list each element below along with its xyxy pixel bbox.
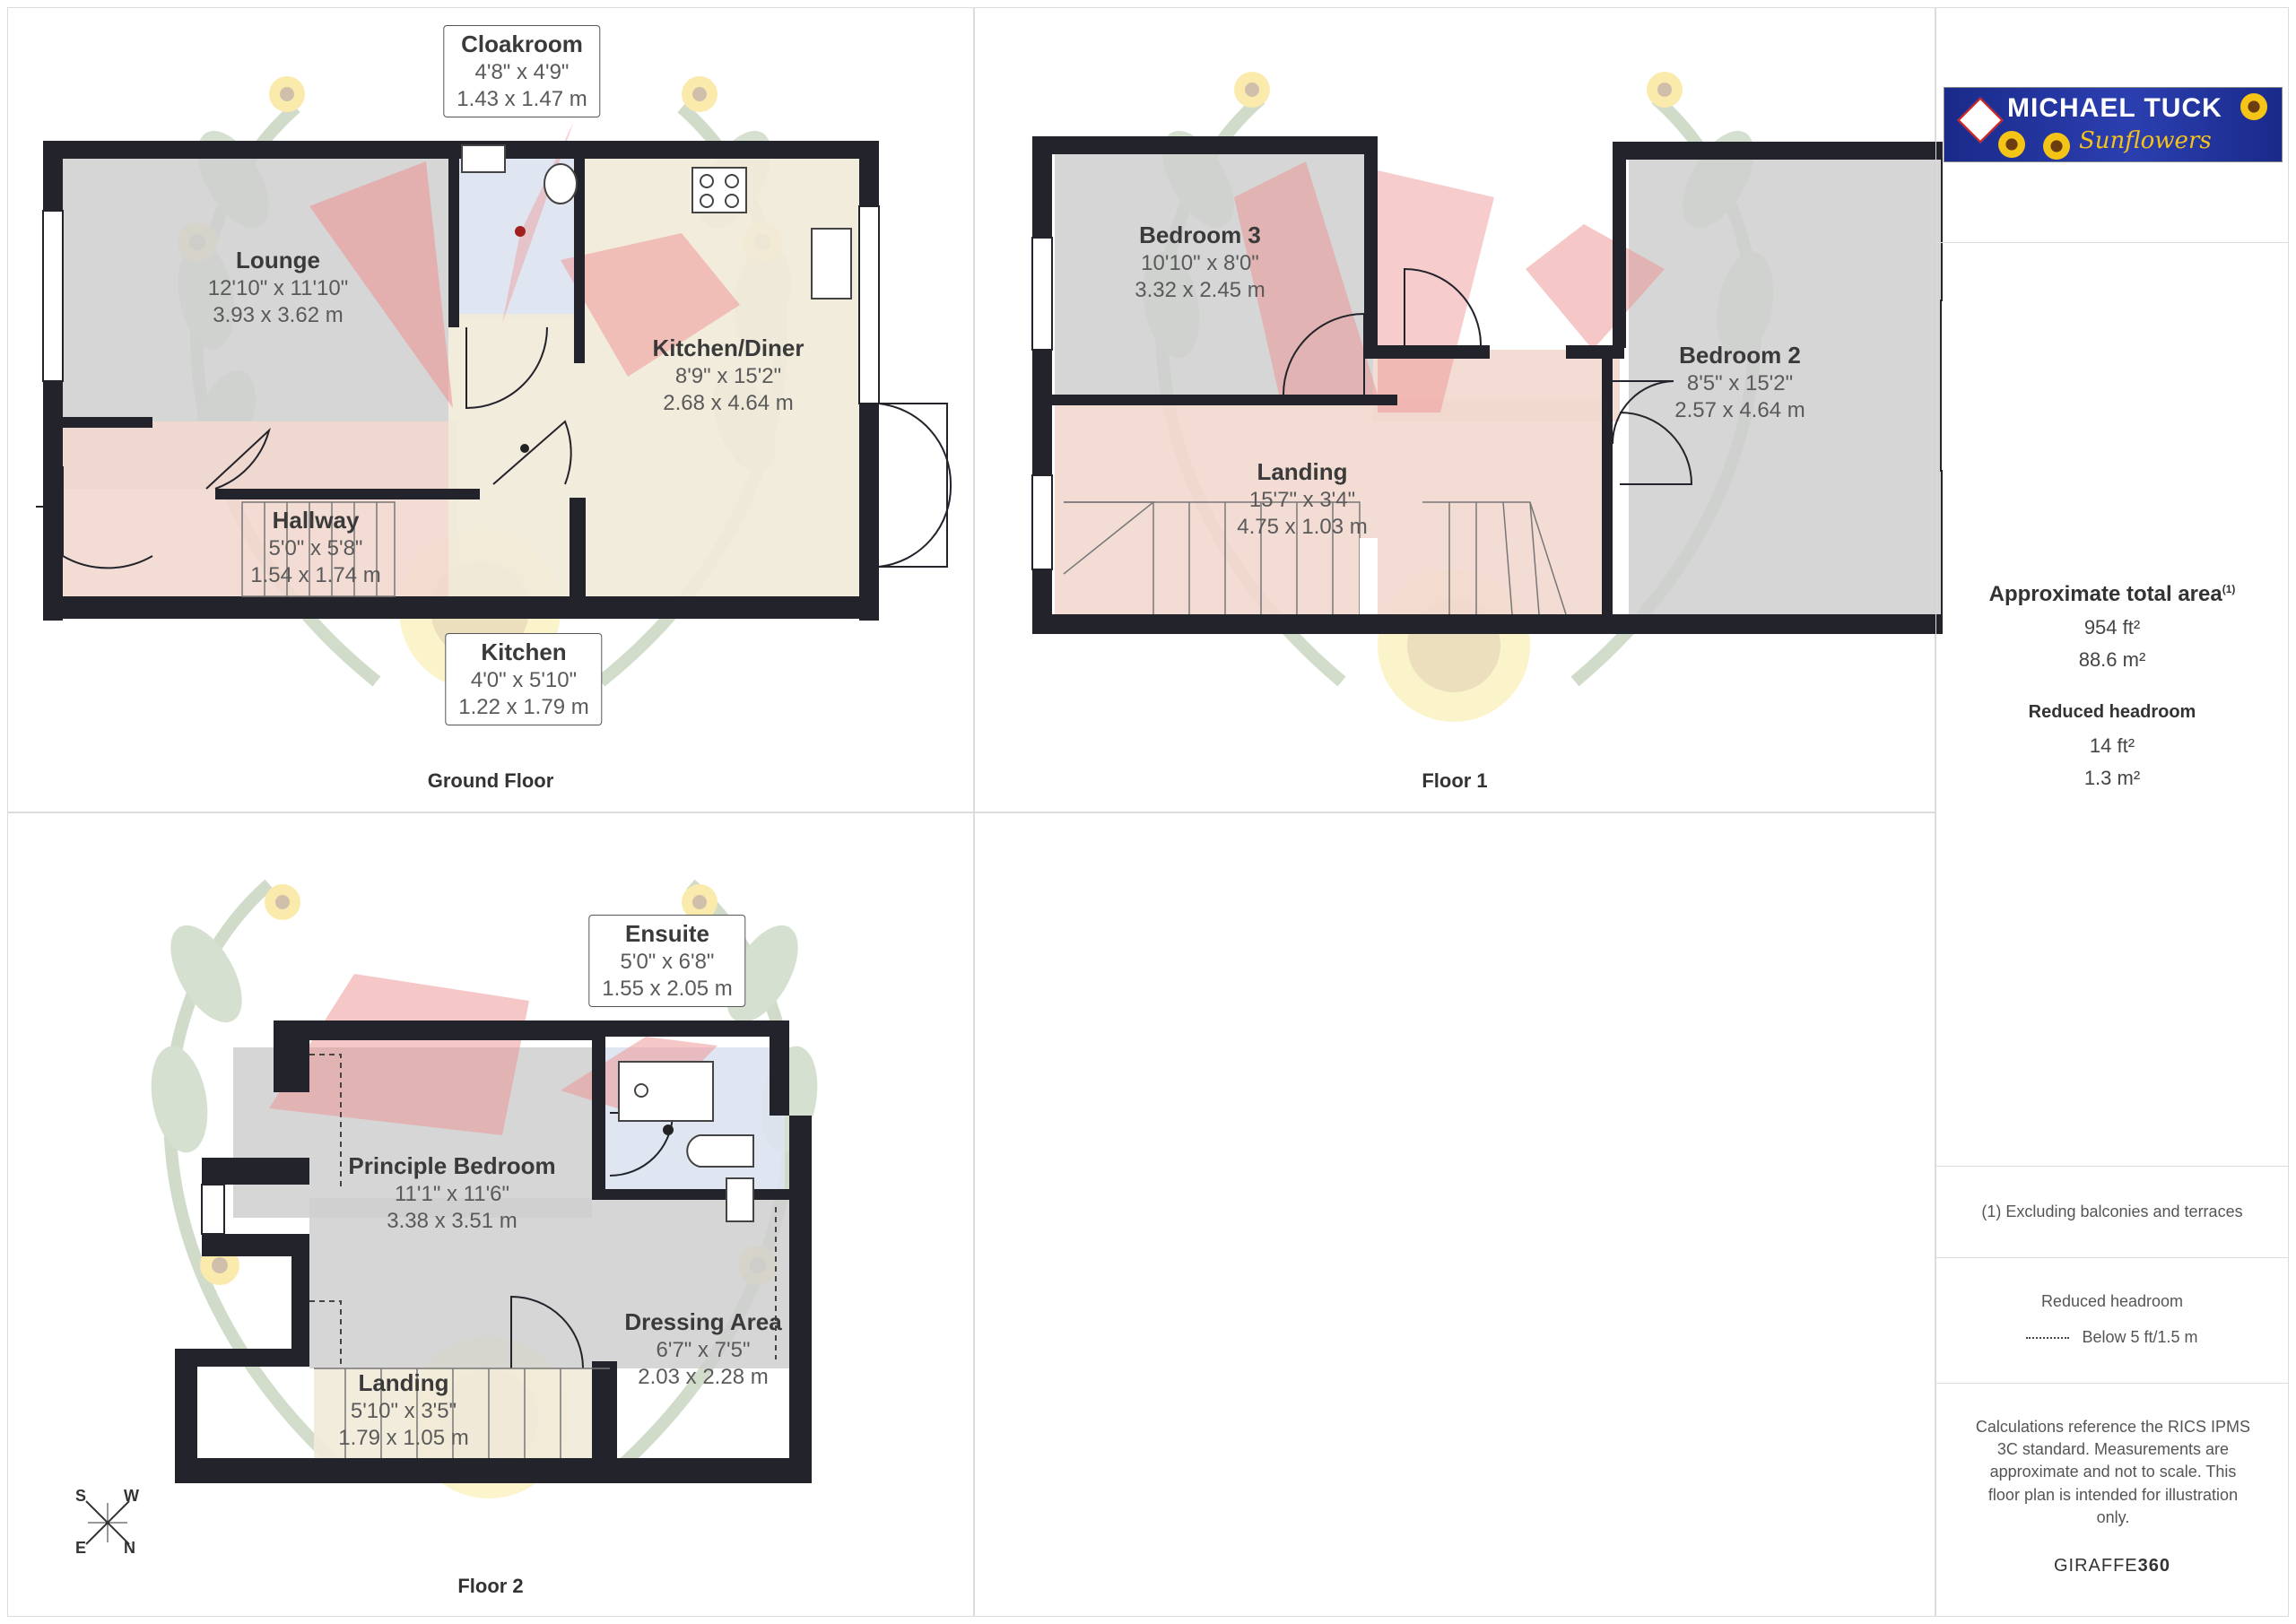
- room-name: Bedroom 3: [1139, 221, 1261, 248]
- legend-section: Reduced headroom Below 5 ft/1.5 m: [1936, 1258, 2288, 1384]
- room-dim-metric: 3.32 x 2.45 m: [1135, 277, 1265, 302]
- room-name: Kitchen/Diner: [652, 334, 804, 361]
- legend-title: Reduced headroom: [2040, 1292, 2184, 1310]
- room-dim-metric: 4.75 x 1.03 m: [1237, 514, 1368, 539]
- room-name: Landing: [358, 1369, 449, 1396]
- room-dim-metric: 1.22 x 1.79 m: [458, 694, 589, 719]
- room-dim-metric: 1.55 x 2.05 m: [602, 976, 733, 1001]
- room-label-cloakroom: Cloakroom 4'8" x 4'9" 1.43 x 1.47 m: [443, 25, 601, 117]
- room-dim-metric: 1.79 x 1.05 m: [338, 1425, 469, 1450]
- room-label-kitchen: Kitchen 4'0" x 5'10" 1.22 x 1.79 m: [445, 633, 603, 725]
- room-dim-metric: 2.57 x 4.64 m: [1674, 397, 1805, 422]
- area-title-text: Approximate total area: [1988, 582, 2222, 606]
- empty-panel: [974, 812, 1935, 1617]
- room-dim-metric: 2.03 x 2.28 m: [638, 1364, 769, 1389]
- reduced-headroom-title: Reduced headroom: [2028, 702, 2196, 722]
- sunflower-icon: [1998, 131, 2025, 158]
- room-dim-imperial: 11'1" x 11'6": [394, 1181, 510, 1206]
- room-label-bedroom-3: Bedroom 3 10'10" x 8'0" 3.32 x 2.45 m: [1135, 221, 1265, 304]
- floor-1-plan: [1031, 72, 1943, 722]
- info-sidebar: MICHAEL TUCK Sunflowers Approximate tota…: [1935, 7, 2289, 1617]
- area-section: Approximate total area(1) 954 ft² 88.6 m…: [1936, 243, 2288, 1167]
- floor-2-plan: [151, 879, 818, 1498]
- room-dim-metric: 1.54 x 1.74 m: [250, 562, 381, 587]
- compass-s: S: [75, 1487, 87, 1505]
- room-dim-imperial: 4'0" x 5'10": [470, 667, 578, 692]
- room-dim-imperial: 5'0" x 6'8": [620, 949, 715, 974]
- compass-w: W: [124, 1487, 139, 1505]
- room-label-landing-2: Landing 5'10" x 3'5" 1.79 x 1.05 m: [338, 1368, 468, 1452]
- room-label-dressing-area: Dressing Area 6'7" x 7'5" 2.03 x 2.28 m: [624, 1307, 781, 1391]
- room-name: Cloakroom: [461, 30, 583, 57]
- room-name: Hallway: [272, 507, 360, 534]
- floor-label-second: Floor 2: [457, 1575, 524, 1597]
- room-dim-metric: 2.68 x 4.64 m: [663, 390, 794, 415]
- room-dim-imperial: 5'10" x 3'5": [350, 1398, 457, 1423]
- room-name: Ensuite: [625, 920, 709, 947]
- room-label-lounge: Lounge 12'10" x 11'10" 3.93 x 3.62 m: [208, 246, 349, 329]
- room-dim-imperial: 8'5" x 15'2": [1686, 370, 1794, 395]
- brand-part1: GIRAFFE: [2053, 1556, 2138, 1576]
- logo-sub: Sunflowers: [2079, 127, 2212, 154]
- reduced-area-ft: 14 ft²: [2089, 734, 2135, 757]
- logo-brand: MICHAEL TUCK: [2007, 93, 2222, 123]
- room-name: Lounge: [236, 247, 320, 274]
- room-dim-imperial: 6'7" x 7'5": [656, 1337, 751, 1362]
- dotted-line-icon: [2026, 1337, 2070, 1340]
- room-label-landing-1: Landing 15'7" x 3'4" 4.75 x 1.03 m: [1237, 457, 1367, 541]
- room-label-ensuite: Ensuite 5'0" x 6'8" 1.55 x 2.05 m: [588, 915, 746, 1007]
- footnote-section: (1) Excluding balconies and terraces: [1936, 1167, 2288, 1258]
- room-dim-metric: 1.43 x 1.47 m: [457, 86, 587, 111]
- room-dim-imperial: 12'10" x 11'10": [207, 275, 349, 300]
- area-title-sup: (1): [2222, 583, 2236, 595]
- total-area-ft: 954 ft²: [2083, 616, 2141, 638]
- room-name: Dressing Area: [624, 1308, 782, 1335]
- total-area-m: 88.6 m²: [2078, 648, 2146, 671]
- room-dim-imperial: 5'0" x 5'8": [268, 535, 363, 560]
- compass-e: E: [75, 1539, 87, 1557]
- room-label-hallway: Hallway 5'0" x 5'8" 1.54 x 1.74 m: [250, 506, 380, 589]
- floor-label-first: Floor 1: [1422, 769, 1488, 792]
- room-name: Kitchen: [481, 638, 567, 665]
- brand-part2: 360: [2137, 1556, 2171, 1576]
- room-dim-imperial: 4'8" x 4'9": [474, 59, 570, 84]
- compass-n: N: [124, 1539, 135, 1557]
- sunflower-icon: [2043, 133, 2070, 160]
- room-name: Landing: [1257, 458, 1348, 485]
- reduced-area-m: 1.3 m²: [2083, 767, 2141, 789]
- ground-floor-plan: [36, 76, 952, 690]
- room-dim-imperial: 15'7" x 3'4": [1248, 487, 1356, 512]
- agency-logo: MICHAEL TUCK Sunflowers: [1944, 87, 2283, 162]
- room-label-kitchen-diner: Kitchen/Diner 8'9" x 15'2" 2.68 x 4.64 m: [652, 334, 804, 417]
- room-dim-metric: 3.38 x 3.51 m: [387, 1208, 517, 1233]
- logo-section: MICHAEL TUCK Sunflowers: [1936, 8, 2288, 243]
- area-title: Approximate total area(1): [1936, 582, 2288, 607]
- room-name: Principle Bedroom: [348, 1152, 556, 1179]
- room-label-bedroom-2: Bedroom 2 8'5" x 15'2" 2.57 x 4.64 m: [1674, 341, 1805, 424]
- room-label-principle-bedroom: Principle Bedroom 11'1" x 11'6" 3.38 x 3…: [348, 1151, 555, 1235]
- floor-label-ground: Ground Floor: [427, 769, 554, 792]
- room-dim-imperial: 10'10" x 8'0": [1141, 250, 1259, 275]
- house-icon: [1957, 97, 2004, 143]
- legend-item-text: Below 5 ft/1.5 m: [2082, 1328, 2198, 1346]
- room-dim-imperial: 8'9" x 15'2": [674, 363, 782, 388]
- room-name: Bedroom 2: [1679, 342, 1801, 369]
- room-dim-metric: 3.93 x 3.62 m: [213, 302, 344, 327]
- disclaimer-text: Calculations reference the RICS IPMS 3C …: [1975, 1418, 2251, 1526]
- disclaimer-section: Calculations reference the RICS IPMS 3C …: [1936, 1384, 2288, 1618]
- sunflower-icon: [2240, 93, 2267, 120]
- footnote-text: (1) Excluding balconies and terraces: [1981, 1203, 2243, 1220]
- compass-icon: S W E N: [72, 1487, 144, 1559]
- giraffe360-brand: GIRAFFE360: [1936, 1556, 2288, 1576]
- legend-item: Below 5 ft/1.5 m: [1936, 1326, 2288, 1349]
